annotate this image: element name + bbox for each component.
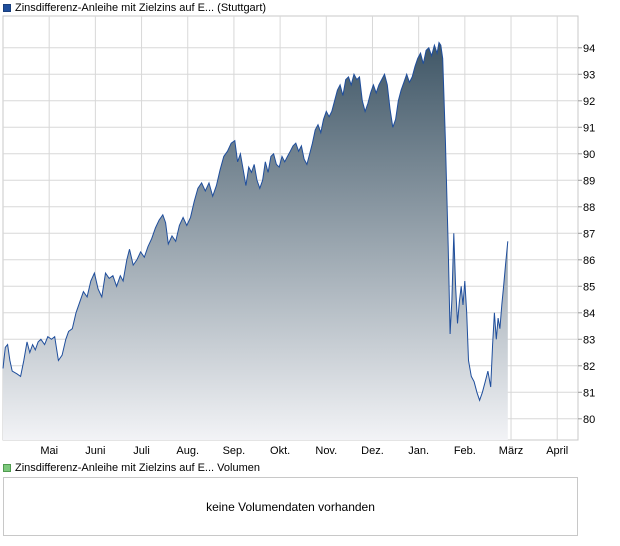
x-tick-label: Jan.: [408, 445, 429, 457]
y-tick-label: 84: [583, 308, 595, 320]
x-tick-label: März: [499, 445, 523, 457]
y-tick-label: 85: [583, 281, 595, 293]
x-tick-label: Juli: [133, 445, 150, 457]
volume-panel: keine Volumendaten vorhanden: [3, 477, 578, 536]
volume-message: keine Volumendaten vorhanden: [206, 499, 375, 514]
x-tick-label: Aug.: [176, 445, 199, 457]
y-tick-label: 87: [583, 228, 595, 240]
y-tick-label: 90: [583, 149, 595, 161]
price-area: [3, 42, 508, 440]
x-axis: Mai Juni Juli Aug. Sep. Okt. Nov. Dez. Jan. Feb. M…: [40, 445, 568, 457]
y-axis: 80 81 82 83 84 85 86 87 88 89 90 91 92 93 94: [578, 43, 595, 426]
price-legend-swatch: [3, 4, 11, 12]
price-chart: 80 81 82 83 84 85 86 87 88 89 90 91 92 93 94 Mai Juni Ju…: [2, 15, 595, 457]
x-tick-label: Mai: [40, 445, 58, 457]
y-tick-label: 81: [583, 387, 595, 399]
x-tick-label: Sep.: [223, 445, 246, 457]
y-tick-label: 80: [583, 414, 595, 426]
x-tick-label: Feb.: [454, 445, 476, 457]
y-tick-label: 88: [583, 202, 595, 214]
y-tick-label: 94: [583, 43, 595, 55]
price-legend: Zinsdifferenz-Anleihe mit Zielzins auf E…: [3, 1, 266, 15]
y-tick-label: 89: [583, 175, 595, 187]
price-legend-label: Zinsdifferenz-Anleihe mit Zielzins auf E…: [15, 2, 267, 14]
y-tick-label: 93: [583, 69, 595, 81]
x-tick-label: Dez.: [361, 445, 384, 457]
volume-legend: Zinsdifferenz-Anleihe mit Zielzins auf E…: [3, 461, 260, 475]
y-tick-label: 82: [583, 361, 595, 373]
x-tick-label: Okt.: [270, 445, 290, 457]
x-tick-label: Juni: [85, 445, 105, 457]
y-tick-label: 91: [583, 122, 595, 134]
volume-legend-swatch: [3, 464, 11, 472]
x-tick-label: April: [546, 445, 568, 457]
x-tick-label: Nov.: [315, 445, 337, 457]
y-tick-label: 92: [583, 96, 595, 108]
y-tick-label: 83: [583, 334, 595, 346]
volume-legend-label: Zinsdifferenz-Anleihe mit Zielzins auf E…: [15, 462, 260, 474]
price-line: [2, 41, 509, 402]
y-tick-label: 86: [583, 255, 595, 267]
